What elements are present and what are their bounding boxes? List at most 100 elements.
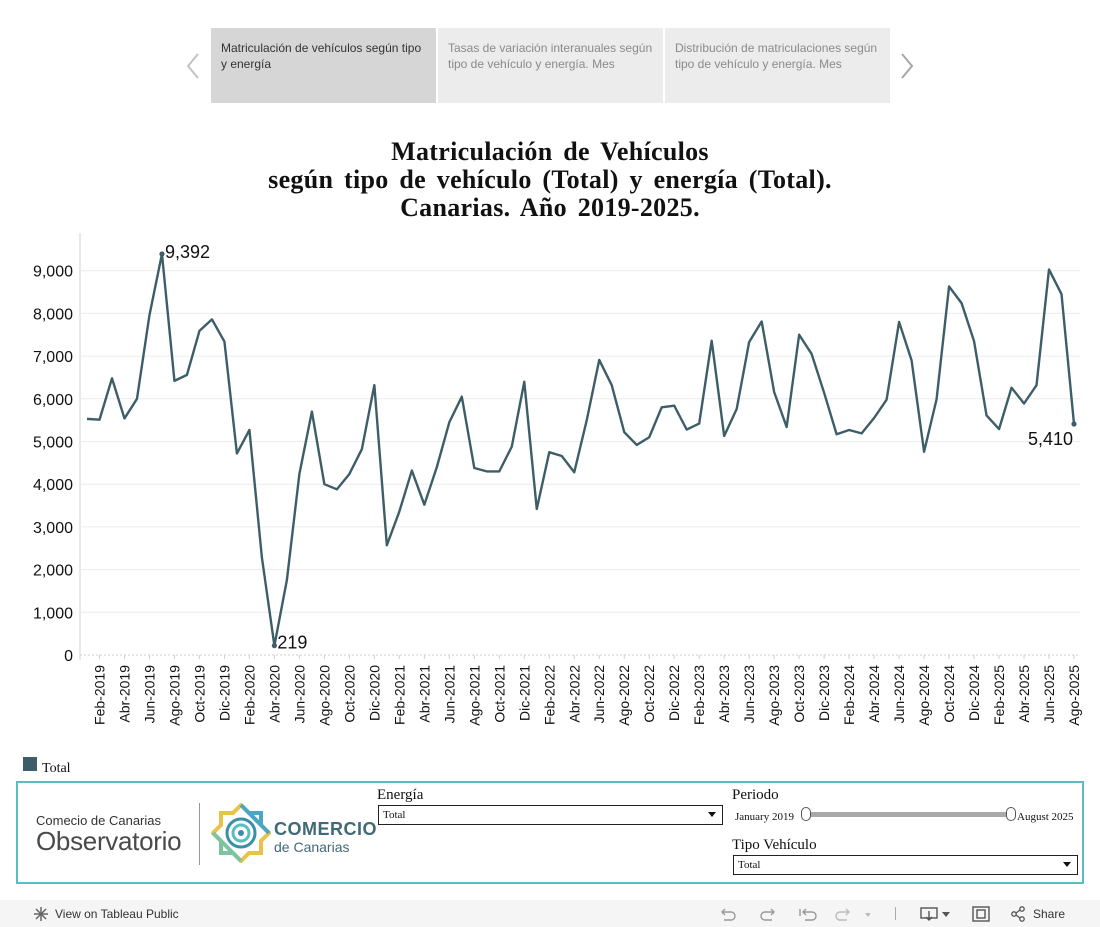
share-button[interactable]: Share (1010, 900, 1065, 927)
logo-divider (199, 803, 200, 865)
series-line-total (86, 252, 1076, 647)
y-tick-label: 0 (64, 648, 73, 665)
legend: Total (23, 756, 71, 774)
line-chart: 0 1,000 2,000 3,000 4,000 5,000 6,000 7,000 8,00… (33, 233, 1082, 726)
data-point-marker (1071, 421, 1077, 427)
x-tick-label: Ago-2021 (466, 665, 482, 726)
chevron-down-icon (1063, 862, 1071, 867)
x-tick-label: Abr-2020 (266, 665, 282, 723)
observatorio-logo: Comecio de Canarias Observatorio (36, 813, 186, 857)
energia-filter-select[interactable]: Total (378, 805, 723, 825)
x-tick-label: Feb-2023 (691, 665, 707, 725)
x-tick-label: Feb-2021 (391, 665, 407, 725)
fullscreen-icon[interactable] (972, 900, 990, 927)
x-tick-label: Ago-2019 (166, 665, 182, 726)
legend-label: Total (42, 761, 71, 774)
chart-title-line-3: Canarias. Año 2019-2025. (400, 193, 700, 222)
redo-icon[interactable] (759, 900, 777, 927)
y-axis: 0 1,000 2,000 3,000 4,000 5,000 6,000 7,000 8,00… (33, 264, 73, 665)
chevron-right-icon[interactable] (894, 28, 920, 103)
series (86, 252, 1076, 647)
y-tick-label: 7,000 (33, 349, 73, 366)
tipo-vehiculo-filter-value: Total (738, 859, 761, 871)
view-on-tableau-link[interactable]: View on Tableau Public (33, 900, 179, 927)
refresh-icon[interactable] (834, 900, 870, 927)
y-tick-label: 4,000 (33, 477, 73, 494)
x-tick-label: Dic-2019 (216, 665, 232, 721)
data-label: 9,392 (165, 242, 210, 262)
x-tick-label: Jun-2024 (891, 665, 907, 724)
x-tick-label: Abr-2022 (566, 665, 582, 723)
periodo-end-handle[interactable] (1006, 807, 1016, 821)
y-tick-label: 9,000 (33, 264, 73, 281)
data-point-marker (159, 251, 165, 257)
x-tick-label: Dic-2021 (516, 665, 532, 721)
y-tick-label: 8,000 (33, 306, 73, 323)
x-tick-label: Jun-2019 (141, 665, 157, 724)
comercio-canarias-logo-icon (211, 803, 271, 863)
x-tick-label: Feb-2025 (991, 665, 1007, 725)
story-point-2[interactable]: Tasas de variación interanuales según ti… (438, 28, 663, 103)
story-point-1[interactable]: Matriculación de vehículos según tipo y … (211, 28, 436, 103)
x-tick-label: Abr-2023 (716, 665, 732, 723)
tipo-vehiculo-filter-label: Tipo Vehículo (732, 837, 817, 853)
x-tick-label: Oct-2022 (641, 665, 657, 723)
x-tick-label: Dic-2023 (816, 665, 832, 721)
y-tick-label: 5,000 (33, 435, 73, 452)
story-point-label: Distribución de matriculaciones según ti… (675, 41, 878, 71)
x-tick-label: Feb-2020 (241, 665, 257, 725)
data-label: 5,410 (1028, 429, 1073, 449)
chevron-down-icon (708, 812, 716, 817)
undo-icon[interactable] (719, 900, 737, 927)
share-label: Share (1033, 906, 1066, 921)
download-icon[interactable] (920, 900, 952, 927)
share-icon (1011, 905, 1025, 922)
revert-icon[interactable] (798, 900, 818, 927)
periodo-range-slider[interactable] (806, 812, 1014, 817)
chart-title: Matriculación de Vehículos según tipo de… (0, 138, 1100, 222)
x-tick-label: Dic-2022 (666, 665, 682, 721)
x-tick-label: Ago-2023 (766, 665, 782, 726)
story-point-3[interactable]: Distribución de matriculaciones según ti… (665, 28, 890, 103)
x-tick-label: Feb-2022 (541, 665, 557, 725)
x-tick-label: Jun-2021 (441, 665, 457, 724)
x-tick-label: Feb-2019 (91, 665, 107, 725)
comercio-canarias-logo-text: COMERCIO de Canarias (274, 819, 377, 855)
energia-filter-label: Energía (377, 787, 424, 803)
filter-panel: Comecio de Canarias Observatorio COMERCI… (16, 781, 1084, 884)
tipo-vehiculo-filter-select[interactable]: Total (733, 855, 1078, 875)
chevron-left-icon[interactable] (180, 28, 206, 103)
x-tick-label: Oct-2024 (941, 665, 957, 723)
x-axis: Feb-2019 Abr-2019 Jun-2019 Ago-2019 Oct-2019… (91, 655, 1082, 726)
x-tick-label: Dic-2024 (966, 665, 982, 721)
chart-title-line-2: según tipo de vehículo (Total) y energía… (268, 165, 832, 194)
story-navigation: Matriculación de vehículos según tipo y … (180, 28, 920, 103)
x-tick-label: Jun-2025 (1041, 665, 1057, 724)
x-tick-label: Abr-2021 (416, 665, 432, 723)
annotations: 9,392 219 5,410 (159, 242, 1077, 653)
x-tick-label: Oct-2019 (191, 665, 207, 723)
comercio-logo-bottom: de Canarias (274, 839, 350, 855)
tableau-logo-icon (34, 906, 48, 921)
x-tick-label: Jun-2023 (741, 665, 757, 724)
x-tick-label: Ago-2022 (616, 665, 632, 726)
x-tick-label: Abr-2025 (1016, 665, 1032, 723)
periodo-start-handle[interactable] (801, 807, 811, 821)
comercio-logo-top: COMERCIO (274, 819, 377, 839)
data-label: 219 (277, 633, 307, 653)
data-point-marker (271, 643, 278, 649)
y-tick-label: 6,000 (33, 392, 73, 409)
legend-swatch (23, 757, 37, 771)
x-tick-label: Jun-2020 (291, 665, 307, 724)
periodo-start-value: January 2019 (735, 811, 794, 823)
x-tick-label: Oct-2023 (791, 665, 807, 723)
x-tick-label: Abr-2019 (116, 665, 132, 723)
periodo-end-value: August 2025 (1017, 811, 1074, 823)
observatorio-logo-main: Observatorio (36, 826, 182, 856)
toolbar-separator (895, 907, 896, 920)
view-on-tableau-label: View on Tableau Public (55, 906, 179, 921)
story-point-label: Matriculación de vehículos según tipo y … (221, 41, 422, 71)
x-tick-label: Ago-2020 (316, 665, 332, 726)
y-tick-label: 1,000 (33, 605, 73, 622)
y-tick-label: 3,000 (33, 520, 73, 537)
